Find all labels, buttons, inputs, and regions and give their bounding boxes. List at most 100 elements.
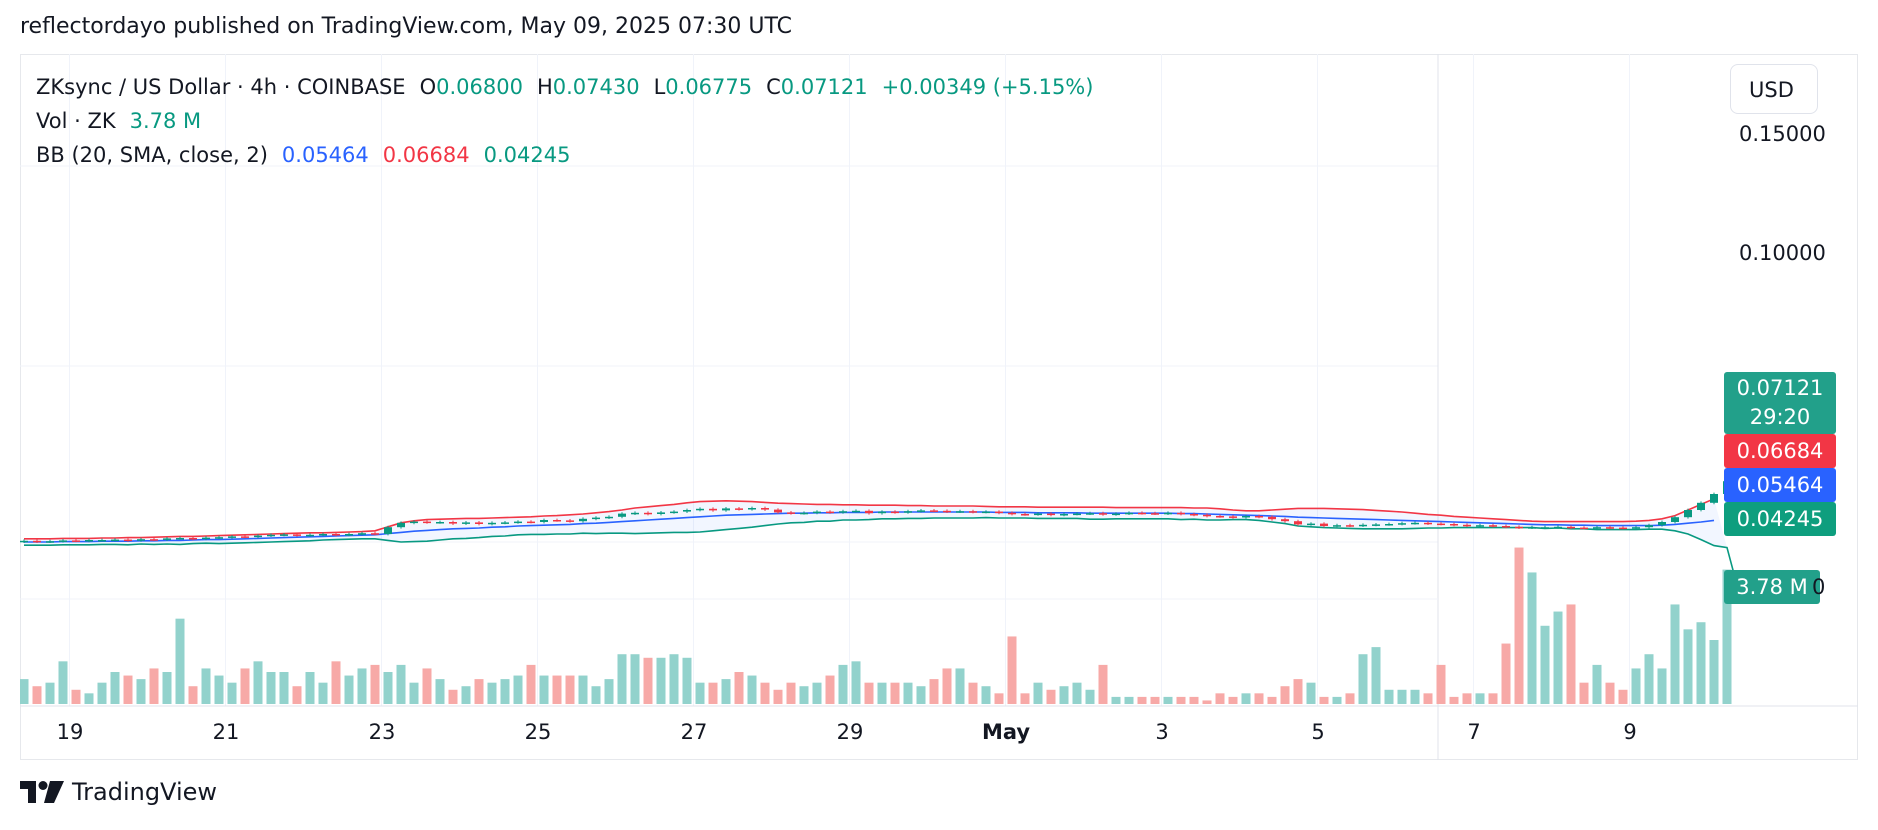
volume-bar xyxy=(1592,664,1602,704)
volume-bar xyxy=(903,682,913,704)
candle-body xyxy=(1177,512,1185,515)
candle-body xyxy=(1125,512,1133,515)
volume-bars xyxy=(20,547,1732,704)
volume-bar xyxy=(1397,689,1407,704)
tradingview-footer[interactable]: TradingView xyxy=(20,778,217,806)
volume-bar xyxy=(422,668,432,704)
candle-body xyxy=(514,521,522,524)
candle-body xyxy=(371,533,379,535)
y-tick-label: 0.15000 xyxy=(1739,122,1826,146)
candle-body xyxy=(1567,526,1575,529)
candle-body xyxy=(358,533,366,535)
volume-bar xyxy=(799,686,809,704)
candle-body xyxy=(839,511,847,513)
volume-bar xyxy=(1722,569,1732,704)
candle-body xyxy=(722,508,730,511)
candle-body xyxy=(735,508,743,510)
bar-countdown: 29:20 xyxy=(1749,405,1811,429)
volume-bar xyxy=(1670,604,1680,704)
candle-body xyxy=(1060,514,1068,516)
volume-bar xyxy=(747,675,757,704)
volume-bar xyxy=(773,689,783,704)
volume-bar xyxy=(708,682,718,704)
chart-frame xyxy=(20,54,1858,760)
candle-body xyxy=(1606,527,1614,529)
bb-upper-badge: 0.06684 xyxy=(1724,434,1836,468)
volume-bar xyxy=(1059,686,1069,704)
candle-body xyxy=(254,535,262,538)
volume-bar xyxy=(305,672,315,704)
volume-bar xyxy=(1098,664,1108,704)
last-price-badge: 0.07121 29:20 xyxy=(1724,372,1836,434)
volume-bar xyxy=(669,654,679,704)
volume-bar xyxy=(1566,604,1576,704)
candle-body xyxy=(46,541,54,543)
volume-bar xyxy=(630,654,640,704)
last-price-value: 0.07121 xyxy=(1736,376,1824,400)
x-tick-label: 3 xyxy=(1155,720,1169,744)
candle-body xyxy=(1346,525,1354,527)
volume-bar xyxy=(1371,647,1381,704)
candle-body xyxy=(904,511,912,513)
candle-body xyxy=(293,534,301,536)
candle-body xyxy=(1281,519,1289,522)
currency-selector[interactable]: USD xyxy=(1730,64,1818,114)
chart-legend: ZKsync / US Dollar · 4h · COINBASE O 0.06… xyxy=(36,70,1093,172)
price-chart[interactable] xyxy=(20,54,1858,760)
x-tick-label: 29 xyxy=(836,720,864,744)
volume-bar xyxy=(1150,696,1160,704)
candle-body xyxy=(865,510,873,514)
volume-bar xyxy=(552,675,562,704)
legend-bb-label[interactable]: BB (20, SMA, close, 2) xyxy=(36,143,268,167)
candle-body xyxy=(1320,523,1328,526)
volume-bar xyxy=(1280,686,1290,704)
volume-bar xyxy=(1644,654,1654,704)
volume-bar xyxy=(123,675,133,704)
candle-body xyxy=(1502,526,1510,528)
volume-bar xyxy=(526,664,536,704)
candle-body xyxy=(1021,514,1029,516)
candle-body xyxy=(566,520,574,522)
candle-body xyxy=(943,510,951,513)
volume-bar xyxy=(201,668,211,704)
volume-bar xyxy=(1254,693,1264,704)
candle-body xyxy=(345,534,353,536)
candle-body xyxy=(1359,524,1367,527)
legend-low-label: L xyxy=(653,75,666,99)
volume-bar xyxy=(1137,696,1147,704)
volume-bar xyxy=(1540,625,1550,704)
volume-bar xyxy=(955,668,965,704)
volume-bar xyxy=(565,675,575,704)
volume-bar xyxy=(838,664,848,704)
candle-body xyxy=(72,540,80,542)
x-tick-label: May xyxy=(981,720,1031,744)
bb-upper-line xyxy=(24,498,1715,540)
candle-body xyxy=(124,539,132,542)
volume-bar xyxy=(1436,664,1446,704)
volume-bar xyxy=(851,661,861,704)
candle-body xyxy=(33,540,41,543)
chart-grid xyxy=(20,54,1858,760)
legend-symbol[interactable]: ZKsync / US Dollar · 4h · COINBASE xyxy=(36,75,406,99)
volume-bar xyxy=(968,682,978,704)
legend-bb-lower: 0.04245 xyxy=(483,143,571,167)
x-tick-label: 9 xyxy=(1623,720,1637,744)
candle-body xyxy=(436,522,444,524)
x-tick-label: 19 xyxy=(56,720,84,744)
candle-body xyxy=(306,534,314,537)
candle-body xyxy=(150,539,158,541)
candle-body xyxy=(462,522,470,524)
volume-bar xyxy=(1501,643,1511,704)
candle-body xyxy=(1255,516,1263,518)
volume-bar xyxy=(1215,693,1225,704)
candle-body xyxy=(163,538,171,540)
volume-bar xyxy=(1332,696,1342,704)
legend-vol-label[interactable]: Vol · ZK xyxy=(36,109,116,133)
volume-bar xyxy=(1579,682,1589,704)
volume-bar xyxy=(513,675,523,704)
volume-bar xyxy=(656,657,666,704)
candle-body xyxy=(1372,524,1380,526)
volume-bar xyxy=(1605,682,1615,704)
volume-bar xyxy=(344,675,354,704)
candle-body xyxy=(631,512,639,515)
